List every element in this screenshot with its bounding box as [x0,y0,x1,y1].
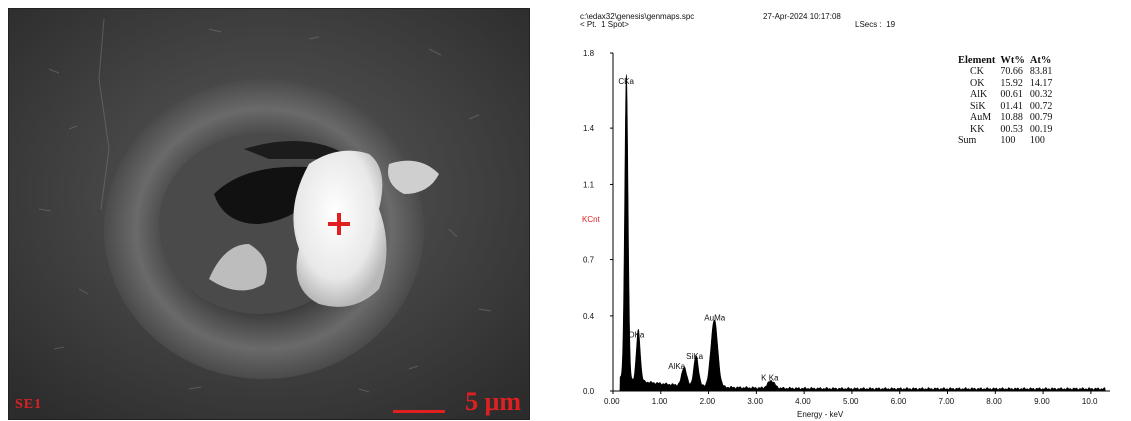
wt-cell: 15.92 [1000,77,1023,89]
x-tick-label: 3.00 [747,397,763,406]
at-cell: 00.79 [1029,112,1053,123]
x-tick-label: 0.00 [604,397,620,406]
x-tick-label: 8.00 [986,397,1002,406]
table-row: OK 15.92 14.17 [958,78,1057,90]
table-row-sum: Sum 100 100 [958,135,1057,147]
peak-label: AlKa [668,362,685,371]
scale-bar [393,410,445,413]
y-tick-label: 1.8 [583,49,595,58]
y-tick-label: 0.4 [583,312,595,321]
wt-cell: 00.61 [1000,89,1023,100]
sem-detector-label: SE1 [15,397,43,412]
spectrum-line [618,74,1106,392]
spectrum-chart: 0.0 0.4 0.7 1.1 1.4 1.8 0.00 1.00 2.00 3.00 4.00 5… [582,49,1110,419]
peak-label: CKa [618,77,634,86]
wt-cell: 70.66 [1000,66,1023,77]
sem-micrograph: SE1 5 μm [8,8,530,420]
spectrum-date: 27-Apr-2024 10:17:08 [763,12,841,21]
element-cell: CK [970,66,984,77]
scale-bar-label: 5 μm [465,387,521,416]
y-tick-label: 1.1 [583,180,595,189]
x-tick-label: 1.00 [652,397,668,406]
table-row: KK 00.53 00.19 [958,124,1057,136]
y-tick-label: 1.4 [583,124,595,133]
sem-image [9,9,529,419]
table-row: CK 70.66 83.81 [958,66,1057,78]
spectrum-file-path: c:\edax32\genesis\genmaps.spc [580,12,695,21]
x-axis-label: Energy - keV [797,410,844,419]
eds-spectrum-panel: 0.0 0.4 0.7 1.1 1.4 1.8 0.00 1.00 2.00 3.00 4.00 5… [560,8,1131,421]
table-row: SiK 01.41 00.72 [958,101,1057,113]
spectrum-live-seconds: LSecs : 19 [855,20,896,29]
table-row: AuM 10.88 00.79 [958,112,1057,124]
spectrum-spot: < Pt. 1 Spot> [580,20,629,29]
wt-cell: 01.41 [1000,100,1023,112]
at-cell: 00.19 [1029,123,1053,135]
peak-label: AuMa [704,313,725,322]
element-cell: AuM [970,112,992,123]
wt-cell: 10.88 [1000,112,1023,123]
element-cell: KK [970,123,985,135]
spot-marker-icon [328,213,350,235]
x-tick-label: 6.00 [891,397,907,406]
wt-cell: 100 [1000,135,1016,146]
element-cell: SiK [970,100,986,112]
x-tick-label: 4.00 [795,397,811,406]
at-cell: 00.32 [1029,89,1053,100]
x-tick-label: 2.00 [700,397,716,406]
at-cell: 83.81 [1029,66,1053,77]
table-header-at: At% [1029,55,1052,66]
y-tick-label: 0.0 [583,387,595,396]
at-cell: 14.17 [1029,77,1053,89]
x-tick-label: 10.0 [1082,397,1098,406]
peak-label: K Ka [761,373,779,382]
composition-table: Element Wt% At% CK 70.66 83.81 OK 15.92 … [958,55,1057,147]
y-tick-label: 0.7 [583,256,595,265]
x-tick-label: 7.00 [939,397,955,406]
x-tick-label: 9.00 [1034,397,1050,406]
element-cell: AlK [970,89,988,100]
element-cell: Sum [958,135,977,146]
table-header-wt: Wt% [1000,55,1025,66]
x-tick-label: 5.00 [843,397,859,406]
wt-cell: 00.53 [1000,123,1023,135]
y-axis-label: KCnt [582,215,601,224]
table-row: AlK 00.61 00.32 [958,89,1057,101]
at-cell: 100 [1029,135,1045,146]
peak-label: OKa [628,330,645,339]
peak-label: SiKa [686,352,703,361]
at-cell: 00.72 [1029,100,1053,112]
table-header-element: Element [958,55,996,66]
element-cell: OK [970,77,985,89]
